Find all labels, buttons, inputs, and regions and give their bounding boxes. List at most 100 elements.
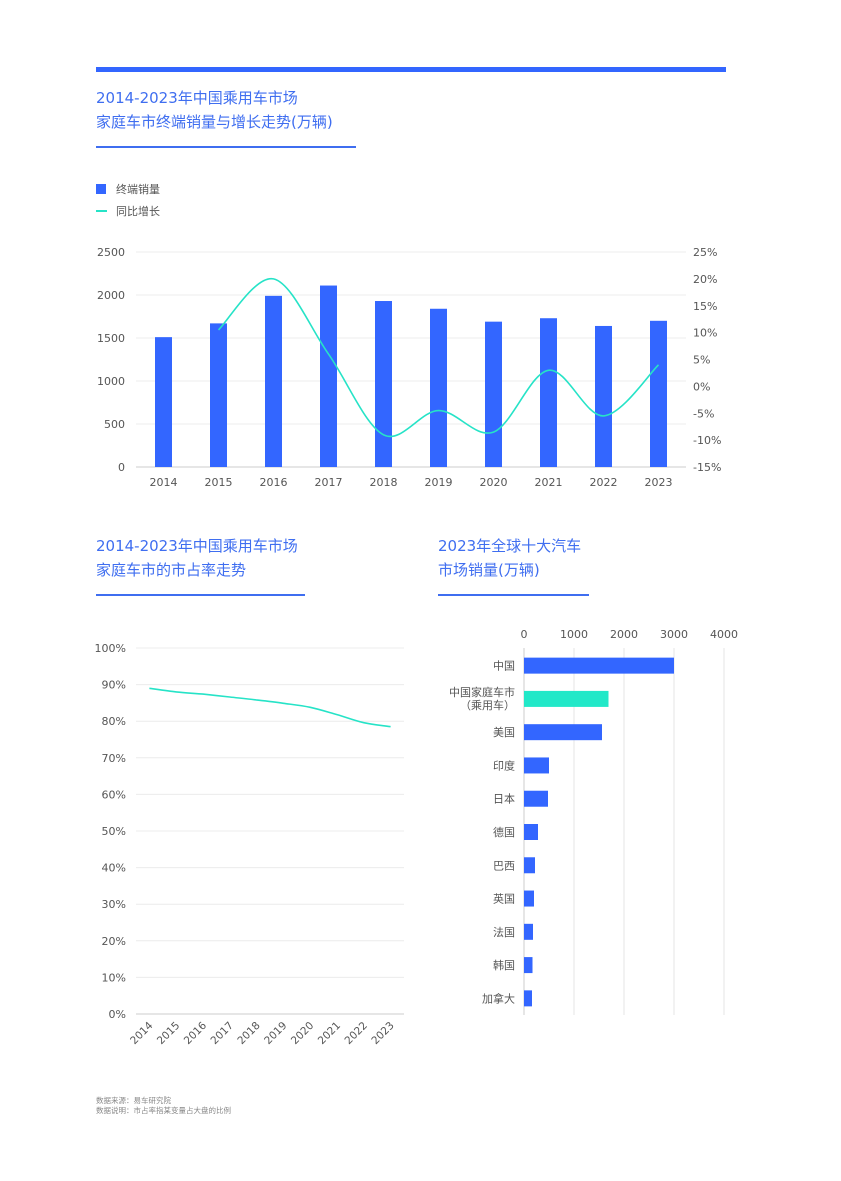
c2-x-tick-label: 2019 (262, 1020, 289, 1047)
c1-bar (155, 337, 172, 467)
c2-x-tick-label: 2018 (235, 1020, 262, 1047)
c1-bar (375, 301, 392, 467)
c2-y-tick-label: 80% (102, 715, 126, 728)
c1-x-tick-label: 2021 (535, 476, 563, 489)
c3-y-tick-label-line: 中国家庭车市 (449, 685, 515, 699)
c1-y2-tick-label: 15% (693, 300, 717, 313)
c2-x-tick-label: 2016 (182, 1019, 210, 1047)
c3-x-tick-label: 1000 (560, 628, 588, 641)
c1-x-tick-label: 2023 (645, 476, 673, 489)
c1-bar (265, 295, 282, 467)
chart3-title-line1: 2023年全球十大汽车 (438, 537, 582, 555)
c2-y-tick-label: 100% (95, 642, 126, 655)
c3-x-tick-label: 2000 (610, 628, 638, 641)
c3-bar (524, 657, 674, 674)
c1-y2-tick-label: -10% (693, 434, 721, 447)
chart2-title-line1: 2014-2023年中国乘用车市场 (96, 537, 298, 555)
c3-bar (524, 757, 549, 774)
c3-bar (524, 724, 602, 741)
chart1-sales-growth: 0 500 1000 1500 2000 2500 -15% -10% -5% 0% 5% 10% 15… (97, 246, 721, 489)
chart1-title-line1: 2014-2023年中国乘用车市场 (96, 89, 298, 107)
c1-y-tick-label: 1500 (97, 332, 125, 345)
legend-label-sales: 终端销量 (116, 183, 160, 196)
c1-bar (320, 285, 337, 467)
c1-y2-tick-label: 20% (693, 273, 717, 286)
c1-y-tick-label: 2500 (97, 246, 125, 259)
c1-x-tick-label: 2014 (150, 476, 178, 489)
c3-y-tick-label: 英国 (493, 892, 515, 906)
c1-y-tick-label: 1000 (97, 375, 125, 388)
c2-x-tick-label: 2023 (369, 1020, 396, 1047)
c3-y-tick-label: 中国家庭车市（乘用车） (449, 685, 515, 712)
c2-x-tick-label: 2022 (343, 1020, 370, 1047)
chart1-title-line2: 家庭车市终端销量与增长走势(万辆) (96, 113, 333, 131)
c2-y-tick-label: 40% (102, 862, 126, 875)
c1-y-tick-label: 500 (104, 418, 125, 431)
legend-item-growth: 同比增长 (96, 200, 160, 222)
chart1-title-rule (96, 146, 356, 148)
c3-x-tick-label: 3000 (660, 628, 688, 641)
c2-y-tick-label: 60% (102, 788, 126, 801)
chart1-title: 2014-2023年中国乘用车市场 家庭车市终端销量与增长走势(万辆) (96, 86, 333, 134)
c3-y-tick-label-line: （乘用车） (460, 698, 515, 712)
c3-bar (524, 957, 533, 974)
c2-y-tick-label: 0% (109, 1008, 126, 1021)
c1-y2-tick-label: -15% (693, 461, 721, 474)
c2-y-tick-label: 20% (102, 935, 126, 948)
top-accent-bar (96, 67, 726, 72)
c2-y-tick-label: 50% (102, 825, 126, 838)
chart2-title-rule (96, 594, 305, 596)
c3-bar (524, 690, 609, 707)
footer: 数据来源：易车研究院 数据说明：市占率指某变量占大盘的比例 (96, 1096, 231, 1116)
c3-bar (524, 857, 535, 874)
c3-x-tick-label: 0 (521, 628, 528, 641)
chart2-title: 2014-2023年中国乘用车市场 家庭车市的市占率走势 (96, 534, 298, 582)
c1-x-tick-label: 2018 (370, 476, 398, 489)
legend-swatch-bar (96, 184, 106, 194)
c3-y-tick-label: 韩国 (493, 958, 515, 972)
c1-y-tick-label: 2000 (97, 289, 125, 302)
c1-bar (430, 308, 447, 467)
c2-y-tick-label: 10% (102, 971, 126, 984)
c3-bar (524, 824, 538, 840)
c1-bar (210, 323, 227, 467)
c1-y-tick-label: 0 (118, 461, 125, 474)
c3-y-tick-label: 印度 (493, 758, 515, 772)
chart2-market-share: 0%10%20%30%40%50%60%70%80%90%100%2014 201… (95, 642, 404, 1047)
c2-x-tick-label: 2017 (209, 1020, 236, 1047)
c3-y-tick-label: 日本 (493, 792, 515, 806)
c1-x-tick-label: 2019 (425, 476, 453, 489)
c1-y2-tick-label: 0% (693, 380, 710, 393)
c1-y2-tick-label: -5% (693, 407, 714, 420)
c3-x-tick-label: 4000 (710, 628, 738, 641)
c2-y-tick-label: 90% (102, 679, 126, 692)
c1-bar (540, 318, 557, 467)
c3-bar (524, 990, 532, 1007)
chart1-legend: 终端销量 同比增长 (96, 178, 160, 222)
chart3-title-rule (438, 594, 589, 596)
legend-item-sales: 终端销量 (96, 178, 160, 200)
c2-x-tick-label: 2014 (128, 1019, 156, 1047)
c2-x-tick-label: 2015 (155, 1020, 182, 1047)
c1-y2-tick-label: 5% (693, 354, 710, 367)
footer-note: 数据说明：市占率指某变量占大盘的比例 (96, 1106, 231, 1115)
chart3-title-line2: 市场销量(万辆) (438, 561, 540, 579)
c2-share-line (149, 687, 391, 728)
c1-x-tick-label: 2022 (590, 476, 618, 489)
chart2-title-line2: 家庭车市的市占率走势 (96, 561, 247, 579)
c2-x-tick-label: 2021 (316, 1020, 343, 1047)
c3-bar (524, 890, 534, 907)
c1-y2-tick-label: 10% (693, 327, 717, 340)
chart3-title: 2023年全球十大汽车 市场销量(万辆) (438, 534, 581, 582)
c2-y-tick-label: 30% (102, 898, 126, 911)
c3-y-tick-label: 巴西 (493, 859, 515, 872)
c1-y2-tick-label: 25% (693, 246, 717, 259)
c3-y-tick-label: 法国 (493, 925, 515, 939)
footer-source: 数据来源：易车研究院 (96, 1096, 171, 1105)
legend-label-growth: 同比增长 (116, 205, 160, 218)
c1-x-tick-label: 2016 (260, 476, 288, 489)
c3-bar (524, 923, 533, 940)
c1-x-tick-label: 2020 (480, 476, 508, 489)
c1-x-tick-label: 2015 (205, 476, 233, 489)
